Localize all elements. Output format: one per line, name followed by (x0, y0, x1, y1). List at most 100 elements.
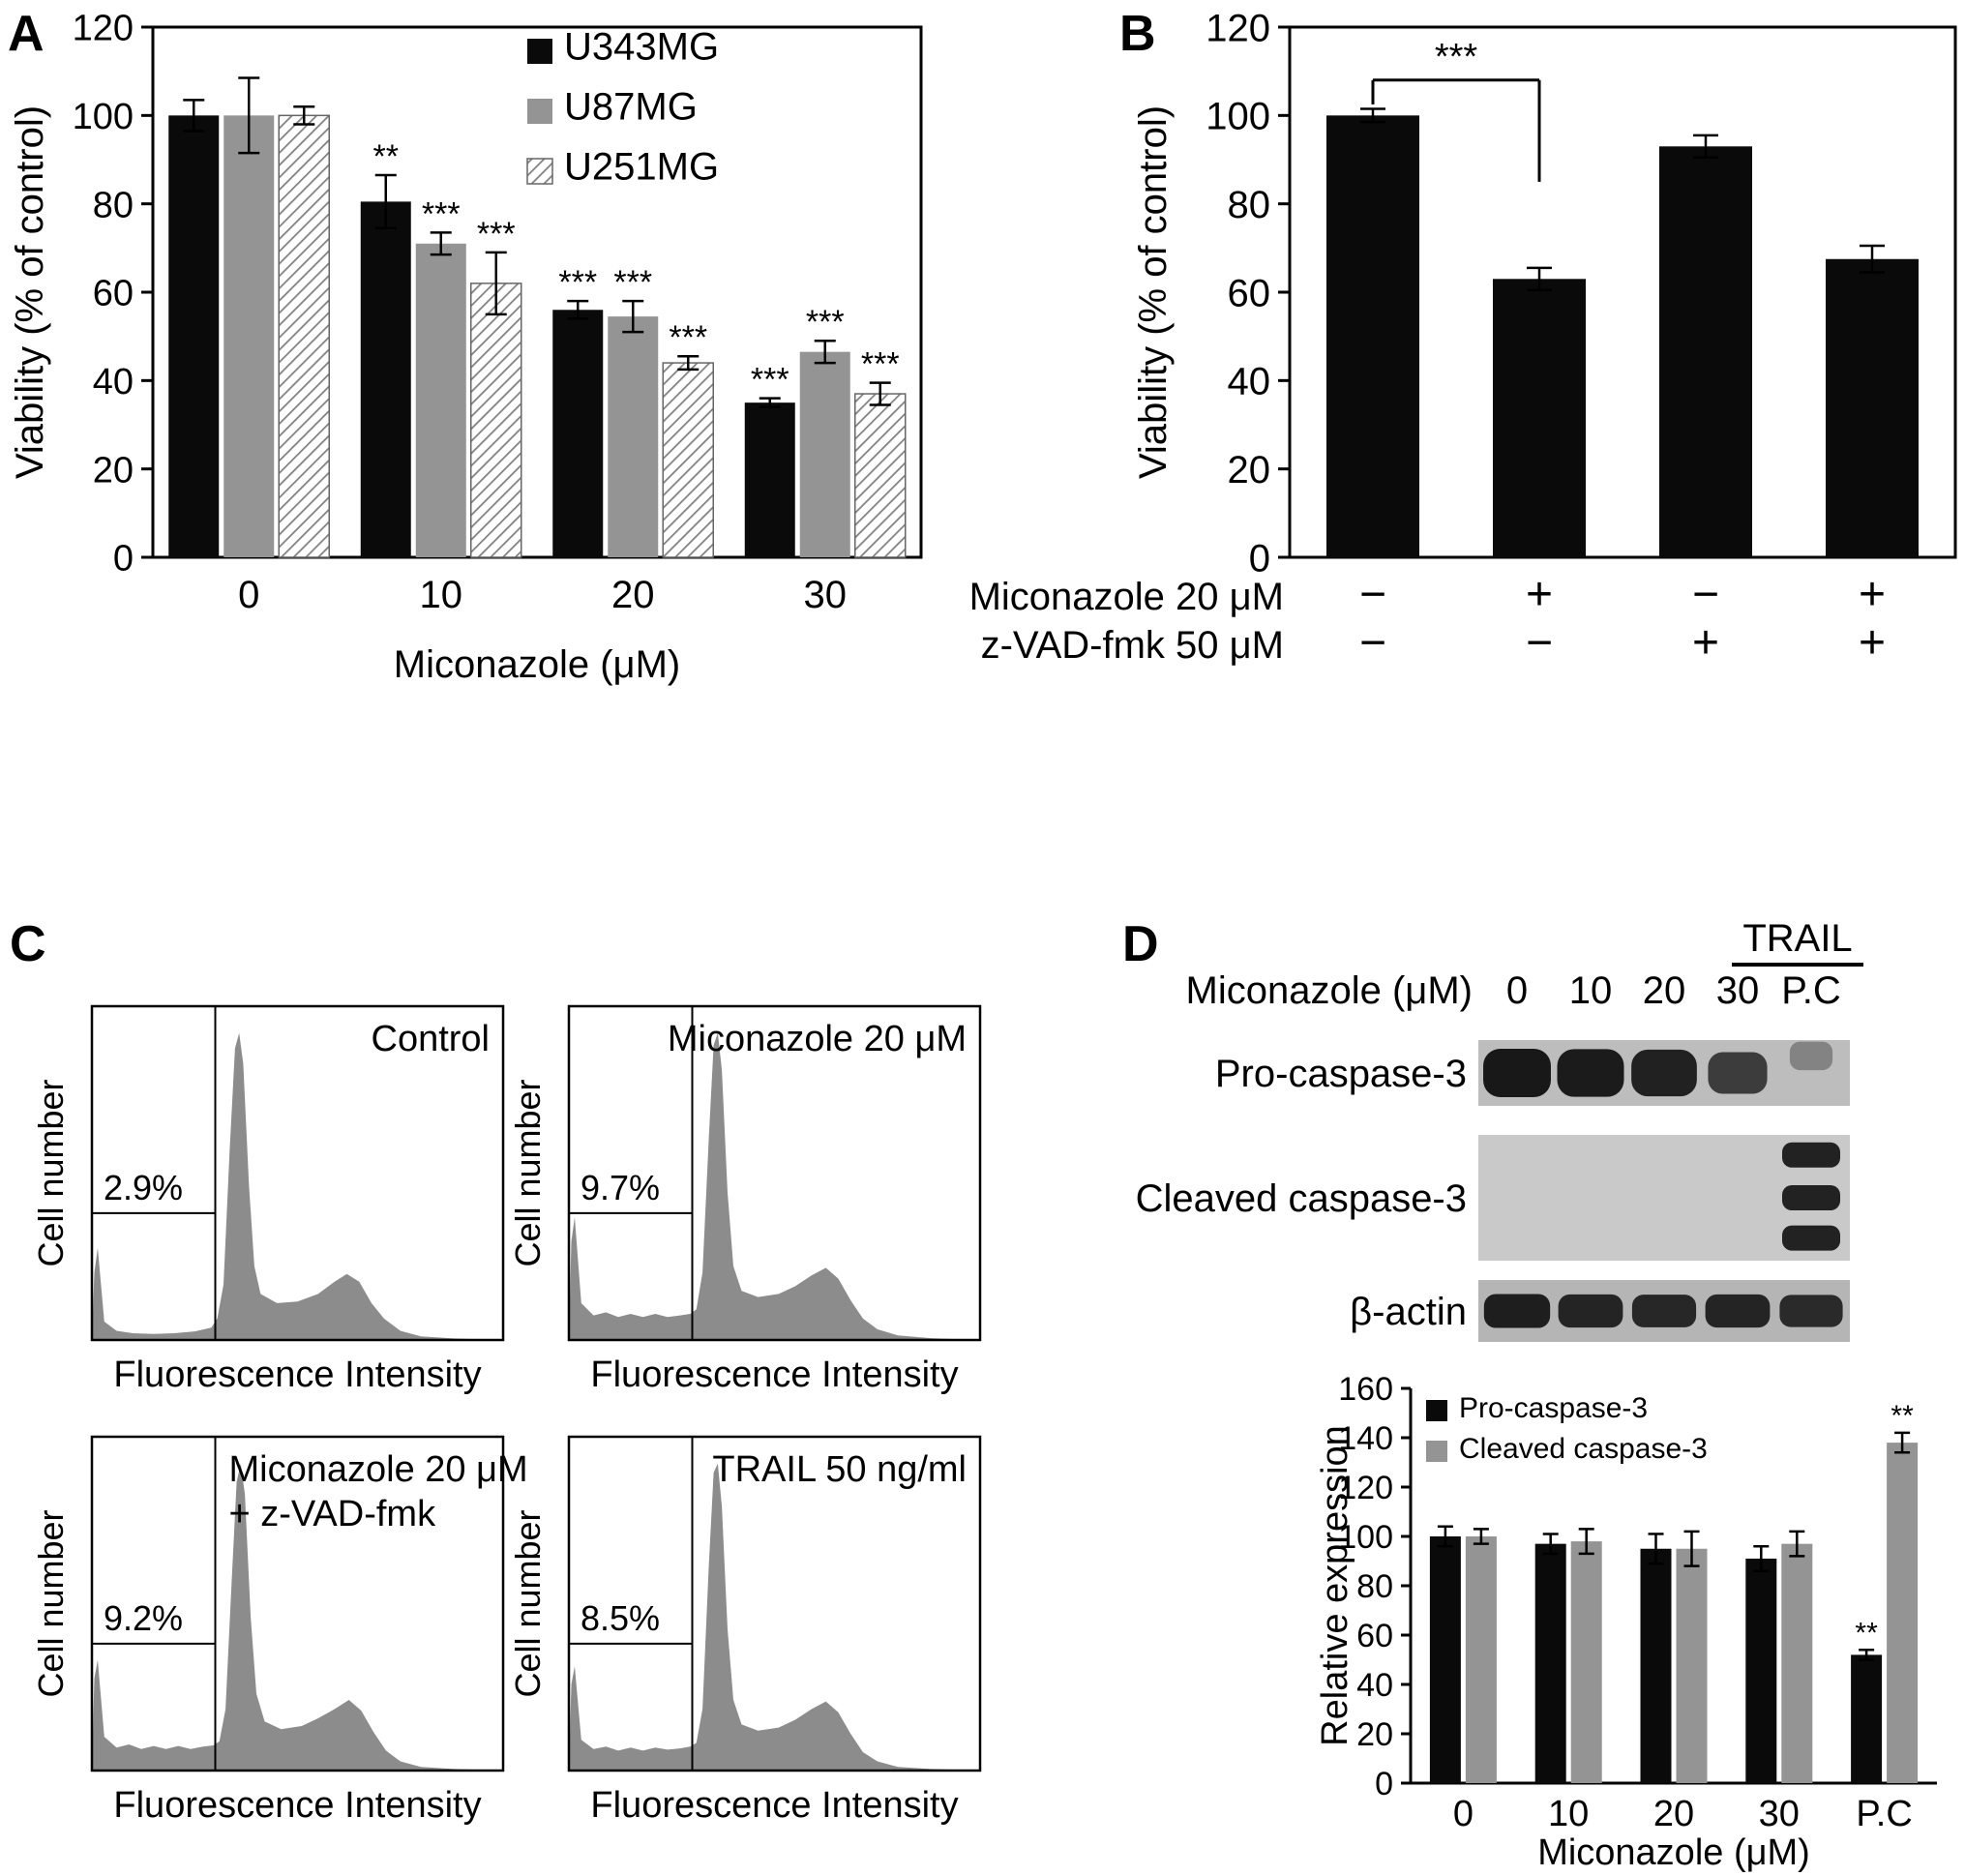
bar-U251MG (279, 115, 330, 557)
y-axis-title: Viability (% of control) (9, 105, 51, 479)
condition-symbol: + (1692, 617, 1719, 669)
protein-band (1483, 1049, 1551, 1097)
x-tick-label: 10 (1548, 1794, 1589, 1834)
bar-Cleaved caspase-3 (1781, 1543, 1813, 1783)
panel-label: D (1122, 916, 1159, 972)
histogram-border (90, 1435, 505, 1772)
histogram-title: Miconazole 20 μM (229, 1449, 528, 1490)
significance-label: *** (751, 362, 789, 399)
significance-label: *** (613, 264, 652, 301)
histogram-title: + z-VAD-fmk (229, 1494, 437, 1534)
bar-Cleaved caspase-3 (1676, 1548, 1708, 1783)
legend-swatch (527, 39, 552, 64)
gate-percentage: 8.5% (581, 1598, 660, 1638)
bar-Pro-caspase-3 (1640, 1548, 1672, 1783)
histogram-title: Control (372, 1019, 491, 1059)
trail-label: TRAIL (1742, 917, 1852, 960)
gate-percentage: 9.2% (104, 1598, 183, 1638)
x-tick-label: 30 (1759, 1794, 1800, 1834)
bar-U251MG (663, 363, 714, 557)
legend-label: Cleaved caspase-3 (1459, 1433, 1708, 1465)
legend-swatch (526, 158, 553, 185)
protein-band (1782, 1142, 1840, 1168)
blot-row-label: Pro-caspase-3 (1215, 1053, 1467, 1095)
y-tick-label: 80 (1356, 1568, 1393, 1605)
bar-Pro-caspase-3 (1745, 1558, 1777, 1783)
lane-label: 0 (1506, 969, 1528, 1012)
y-tick-label: 80 (1228, 184, 1271, 226)
histogram-border (567, 1435, 982, 1772)
condition-symbol: − (1359, 617, 1386, 669)
y-axis-title: Cell number (31, 1509, 71, 1697)
y-tick-label: 100 (73, 97, 134, 137)
bar-Pro-caspase-3 (1851, 1654, 1883, 1783)
x-tick-label: 0 (238, 574, 259, 616)
legend-label: U87MG (564, 85, 698, 128)
condition-symbol: + (1859, 617, 1886, 669)
y-tick-label: 160 (1338, 1371, 1393, 1408)
significance-label: *** (558, 264, 597, 301)
bar-Pro-caspase-3 (1429, 1536, 1461, 1783)
x-tick-label: 0 (1453, 1794, 1474, 1834)
bar-U251MG (854, 394, 906, 557)
histogram-border (567, 1004, 982, 1342)
condition-row-label: z-VAD-fmk 50 μM (981, 624, 1284, 667)
bar-Cleaved caspase-3 (1887, 1443, 1919, 1783)
protein-band (1557, 1049, 1624, 1097)
lane-label: 10 (1569, 969, 1613, 1012)
bar-series (1659, 146, 1752, 558)
bar-series (1826, 258, 1919, 557)
histogram-title: Miconazole 20 μM (668, 1019, 967, 1059)
gate-percentage: 9.7% (581, 1168, 660, 1207)
condition-symbol: − (1692, 569, 1719, 620)
x-axis-title: Miconazole (μM) (394, 643, 680, 686)
y-tick-label: 60 (93, 274, 134, 314)
x-axis-title: Fluorescence Intensity (113, 1785, 481, 1826)
panel-label: B (1119, 6, 1156, 62)
x-tick-label: 30 (804, 574, 848, 616)
significance-label: ** (373, 138, 399, 175)
protein-band (1631, 1295, 1697, 1327)
bar-U343MG (552, 310, 604, 557)
y-tick-label: 0 (113, 539, 134, 580)
y-tick-label: 40 (93, 362, 134, 402)
protein-band (1782, 1185, 1840, 1210)
y-tick-label: 40 (1228, 361, 1271, 403)
protein-band (1483, 1294, 1551, 1328)
histogram-border (90, 1004, 505, 1342)
condition-row-label: Miconazole 20 μM (969, 576, 1284, 618)
legend-label: U251MG (564, 145, 719, 188)
y-axis-title: Viability (% of control) (1132, 105, 1175, 479)
y-tick-label: 60 (1228, 272, 1271, 314)
x-axis-title: Miconazole (μM) (1537, 1832, 1810, 1873)
x-axis-title: Fluorescence Intensity (590, 1355, 958, 1395)
blot-row-label: Cleaved caspase-3 (1136, 1177, 1467, 1220)
x-tick-label: P.C (1856, 1794, 1912, 1834)
x-tick-label: 20 (611, 574, 655, 616)
lane-label: 20 (1643, 969, 1686, 1012)
y-tick-label: 100 (1338, 1519, 1393, 1556)
significance-label: ** (1855, 1617, 1878, 1649)
significance-label: *** (1435, 37, 1478, 77)
x-axis-title: Fluorescence Intensity (113, 1355, 481, 1395)
x-tick-label: 20 (1653, 1794, 1694, 1834)
legend-swatch (1426, 1400, 1447, 1421)
gate-percentage: 2.9% (104, 1168, 183, 1207)
legend-label: Pro-caspase-3 (1459, 1392, 1648, 1424)
bar-Pro-caspase-3 (1534, 1543, 1566, 1783)
protein-band (1708, 1052, 1768, 1094)
y-tick-label: 120 (1206, 7, 1270, 49)
significance-label: *** (477, 216, 516, 253)
bar-U87MG (799, 351, 850, 557)
significance-label: *** (669, 319, 707, 356)
condition-symbol: − (1359, 569, 1386, 620)
y-axis-title: Cell number (508, 1509, 548, 1697)
bar-series (1326, 115, 1419, 557)
panel-label: A (8, 6, 45, 62)
y-tick-label: 20 (93, 450, 134, 491)
protein-band (1705, 1294, 1771, 1328)
legend-swatch (1426, 1441, 1447, 1462)
y-tick-label: 100 (1206, 96, 1270, 138)
